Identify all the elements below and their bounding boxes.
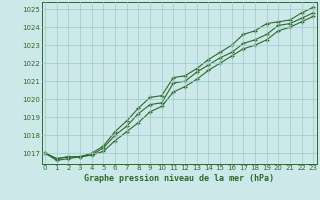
X-axis label: Graphe pression niveau de la mer (hPa): Graphe pression niveau de la mer (hPa): [84, 174, 274, 183]
